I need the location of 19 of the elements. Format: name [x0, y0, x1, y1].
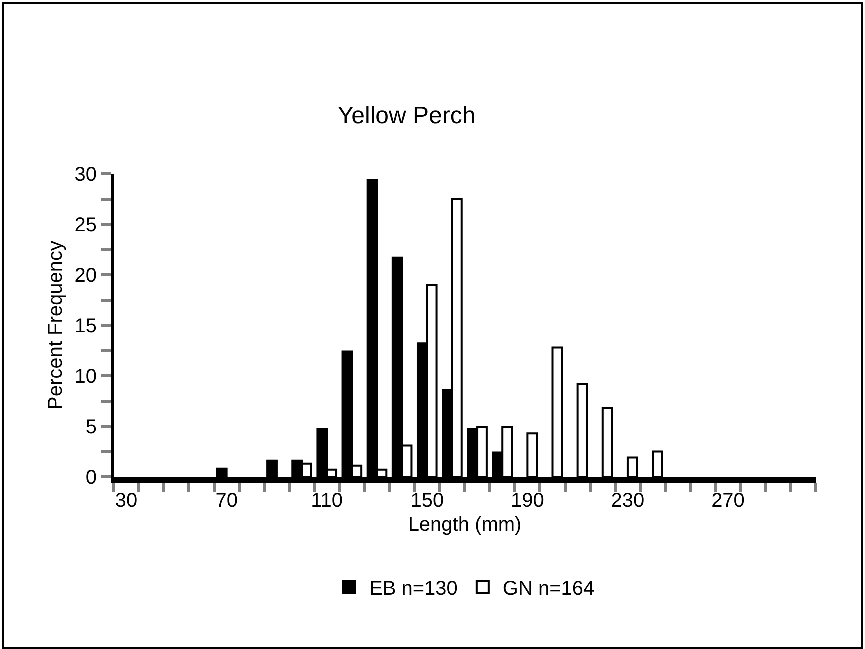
legend-label: EB n=130 [370, 578, 458, 600]
y-tick-label: 20 [74, 265, 97, 287]
y-tick-label: 30 [74, 164, 97, 186]
chart-title: Yellow Perch [338, 102, 476, 130]
x-tick-label: 30 [115, 490, 138, 512]
y-tick-label: 15 [74, 316, 97, 338]
y-tick-label: 5 [86, 416, 97, 438]
legend-label: GN n=164 [502, 578, 595, 600]
x-tick-label: 230 [611, 490, 645, 512]
y-tick-label: 10 [74, 366, 97, 388]
y-axis-title: Percent Frequency [45, 241, 67, 410]
x-tick-label: 270 [712, 490, 745, 512]
x-tick-label: 110 [311, 490, 344, 512]
x-tick-label: 190 [510, 490, 544, 512]
x-tick-label: 150 [410, 490, 444, 512]
y-tick-label: 0 [86, 467, 97, 489]
x-tick-label: 70 [216, 490, 238, 512]
y-tick-label: 25 [74, 214, 97, 236]
x-axis-title: Length (mm) [408, 514, 522, 536]
